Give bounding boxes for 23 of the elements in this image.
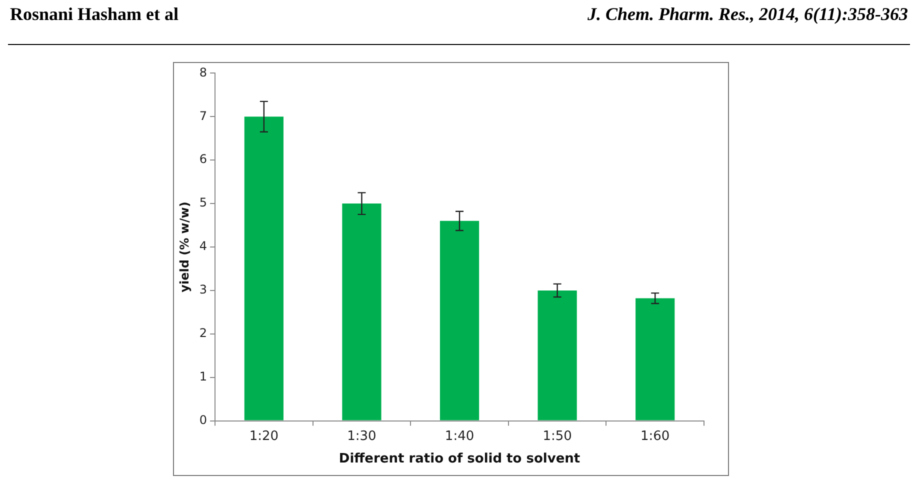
- x-tick-label: 1:30: [347, 428, 376, 444]
- bar: [636, 298, 675, 420]
- y-tick-label: 4: [199, 239, 208, 254]
- y-tick-label: 1: [199, 369, 208, 384]
- x-tick-label: 1:50: [542, 428, 572, 444]
- y-axis-title: yield (% w/w): [177, 202, 192, 292]
- bar: [440, 220, 480, 420]
- y-tick-label: 2: [199, 326, 208, 340]
- bar: [244, 116, 284, 420]
- x-tick-label: 1:40: [444, 428, 474, 444]
- y-tick-label: 5: [199, 196, 208, 210]
- y-tick-label: 8: [199, 65, 208, 80]
- y-tick-label: 3: [199, 282, 208, 297]
- text: Rosnani Hasham et al: [10, 4, 179, 25]
- x-tick-label: 1:20: [249, 428, 279, 444]
- y-tick-label: 6: [199, 152, 208, 166]
- y-tick-label: 0: [199, 412, 208, 427]
- x-axis-title: Different ratio of solid to solvent: [338, 452, 580, 467]
- text: J. Chem. Pharm. Res., 2014, 6(11):358-363: [587, 4, 908, 25]
- bar: [538, 290, 577, 420]
- bar: [342, 204, 382, 420]
- y-tick-label: 7: [199, 108, 208, 123]
- x-tick-label: 1:60: [640, 428, 670, 444]
